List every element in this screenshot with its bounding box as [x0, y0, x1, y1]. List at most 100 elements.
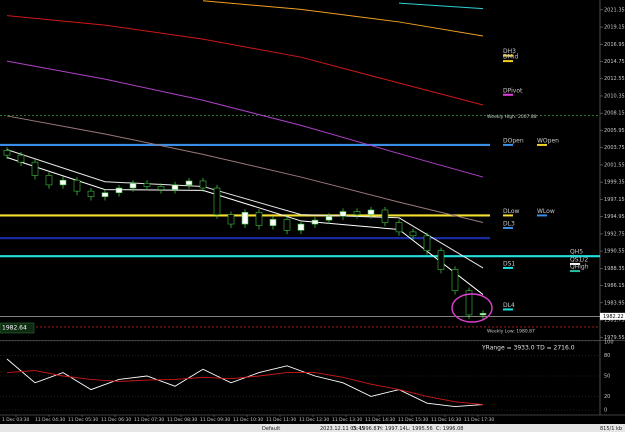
candle-body	[479, 313, 487, 316]
level-label: DLow	[503, 208, 520, 215]
moving-average	[6, 15, 484, 106]
status-text: 815/1 kb	[600, 426, 622, 432]
y-tick-label: 1999.35	[604, 180, 625, 186]
status-text: H: 1997.14	[378, 426, 406, 432]
level-label: QH5	[570, 249, 583, 256]
level-marker	[503, 214, 513, 217]
time-label: 11 Dec 12:30	[299, 417, 329, 423]
candle-body	[395, 222, 403, 233]
status-text: L: 1995.56	[406, 426, 433, 432]
y-tick-label: 1988.35	[604, 266, 625, 272]
level-marker	[503, 308, 513, 311]
level-label: QHigh	[570, 264, 589, 271]
candle-body	[311, 219, 319, 225]
candle-body	[283, 219, 291, 231]
y-tick-label: 2019.15	[604, 25, 625, 31]
level-marker	[503, 93, 513, 96]
candle-body	[31, 161, 39, 176]
status-text: C: 1996.08	[436, 426, 463, 432]
moving-average	[202, 0, 484, 37]
status-text: O: 1996.87	[352, 426, 380, 432]
time-label: 11 Dec 06:30	[101, 417, 131, 423]
level-label: Weekly Low: 1980.87	[487, 328, 535, 334]
candle-body	[241, 212, 249, 225]
candle-body	[185, 180, 193, 186]
candle-body	[339, 211, 347, 217]
level-label: DL4	[503, 302, 515, 309]
level-marker	[503, 60, 513, 63]
y-tick-label: 2021.35	[604, 7, 625, 13]
candle-body	[297, 223, 305, 231]
level-label: QS1/2	[570, 257, 588, 264]
oscillator-info: YRange = 3933.0 TD = 2716.0	[481, 345, 575, 352]
moving-average	[6, 156, 484, 295]
time-label: 11 Dec 07:30	[134, 417, 164, 423]
status-bar	[0, 424, 625, 432]
current-price-label: 1982.22	[603, 314, 624, 320]
level-label: DS1	[503, 260, 515, 267]
candle-body	[3, 150, 11, 156]
time-label: 11 Dec 11:30	[266, 417, 296, 423]
level-label: Weekly High: 2007.88	[487, 114, 537, 120]
status-text: 2023.12.11 05:45	[320, 426, 365, 432]
level-label: DPivot	[503, 87, 523, 94]
y-tick-label: 2014.75	[604, 59, 625, 65]
candle-body	[17, 154, 25, 163]
candle-body	[409, 231, 417, 237]
level-marker	[503, 54, 513, 57]
osc-tick-label: 0	[604, 408, 607, 414]
time-label: 11 Dec 13:30	[332, 417, 362, 423]
current-price-box	[600, 312, 625, 320]
candle-body	[255, 212, 263, 226]
status-text: Default	[262, 426, 280, 432]
y-tick-label: 2012.55	[604, 76, 625, 82]
candle-body	[143, 183, 151, 187]
y-tick-label: 1997.15	[604, 197, 625, 203]
candle-body	[325, 215, 333, 221]
time-label: 11 Dec 15:30	[398, 417, 428, 423]
candle-body	[367, 209, 375, 215]
candle-body	[451, 269, 459, 291]
candle-body	[115, 187, 123, 194]
level-marker	[570, 255, 580, 258]
candle-body	[227, 214, 235, 225]
time-label: 11 Dec 10:30	[233, 417, 263, 423]
level-marker	[503, 226, 513, 229]
candle-body	[87, 190, 95, 197]
candle-body	[45, 175, 53, 186]
osc-tick-label: 100	[604, 340, 614, 346]
osc-tick-label: 20	[604, 394, 610, 400]
candle-body	[171, 184, 179, 190]
candle-body	[269, 219, 277, 226]
moving-average	[6, 115, 484, 223]
level-marker	[537, 143, 547, 146]
candle-body	[381, 209, 389, 223]
candle-body	[353, 211, 361, 215]
candle-body	[199, 180, 207, 189]
time-label: 11 Dec 09:30	[200, 417, 230, 423]
candle-body	[437, 250, 445, 270]
candle-body	[213, 187, 221, 215]
highlight-circle	[451, 293, 493, 323]
level-marker	[503, 143, 513, 146]
time-label: 11 Dec 14:30	[365, 417, 395, 423]
y-tick-label: 2010.35	[604, 93, 625, 99]
y-tick-label: 1983.95	[604, 300, 625, 306]
time-label: 11 Dec 08:30	[167, 417, 197, 423]
candle-body	[157, 186, 165, 190]
oscillator-line	[6, 370, 484, 406]
time-label: 11 Dec 04:30	[35, 417, 65, 423]
y-tick-label: 1979.55	[604, 335, 625, 341]
time-label: 11 Dec 17:30	[464, 417, 494, 423]
level-label: WLow	[537, 208, 555, 215]
osc-tick-label: 80	[604, 353, 610, 359]
y-tick-label: 2008.15	[604, 111, 625, 117]
y-tick-label: 1981.75	[604, 318, 625, 324]
candle-body	[101, 192, 109, 197]
candle-body	[423, 235, 431, 251]
candle-body	[73, 179, 81, 192]
level-label: DH3	[503, 48, 516, 55]
time-label: 11 Dec 05:30	[68, 417, 98, 423]
level-marker	[537, 214, 547, 217]
moving-average	[6, 149, 484, 269]
